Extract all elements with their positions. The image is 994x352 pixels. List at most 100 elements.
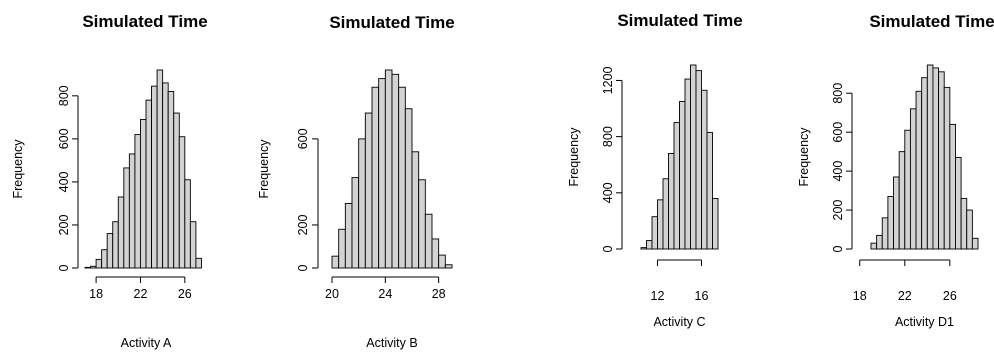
histogram-bar xyxy=(712,197,719,250)
histogram-bar xyxy=(156,69,164,269)
x-tick-label: 18 xyxy=(89,287,103,301)
histogram-bar xyxy=(646,240,653,250)
histogram-bar xyxy=(117,196,125,269)
x-tick-label: 18 xyxy=(853,289,867,303)
histogram-bar xyxy=(657,199,664,250)
histogram-bar xyxy=(424,213,433,269)
y-axis-label: Frequency xyxy=(11,139,25,199)
histogram-bar xyxy=(90,265,97,269)
histogram-bar xyxy=(921,77,928,250)
y-tick-label: 0 xyxy=(296,264,310,271)
histogram-bar xyxy=(189,221,197,269)
histogram-bar xyxy=(364,112,373,269)
x-tick-label: 12 xyxy=(651,289,665,303)
x-tick-label: 26 xyxy=(943,289,957,303)
y-tick-label: 600 xyxy=(831,122,845,143)
histogram-bar xyxy=(84,266,92,269)
histogram-bar xyxy=(351,177,360,269)
y-tick-label: 400 xyxy=(601,182,615,203)
histogram-bar xyxy=(184,179,191,269)
x-tick-label: 20 xyxy=(325,287,339,301)
y-axis-label: Frequency xyxy=(797,127,811,187)
histogram-bar xyxy=(651,216,658,250)
histogram-bar xyxy=(344,202,353,269)
histogram-bar xyxy=(358,138,366,269)
histogram-bar xyxy=(418,179,426,269)
histogram-panel-2: Simulated Time 20 24 28 0 200 600 Activity B Fre… xyxy=(257,13,455,350)
histogram-bar xyxy=(640,247,647,250)
x-axis-label: Activity C xyxy=(653,315,705,329)
histogram-bar xyxy=(943,86,951,250)
histogram-bar xyxy=(178,136,186,269)
histogram-bar xyxy=(145,99,153,269)
chart-title: Simulated Time xyxy=(869,12,994,31)
y-tick-label: 800 xyxy=(831,83,845,104)
histogram-bar xyxy=(384,69,393,269)
histogram-bar xyxy=(195,257,202,269)
y-axis-label: Frequency xyxy=(567,127,581,187)
histogram-bar xyxy=(331,255,340,269)
y-tick-label: 800 xyxy=(57,85,71,106)
histogram-bar xyxy=(679,101,686,250)
histogram-bar xyxy=(870,242,878,250)
y-tick-label: 200 xyxy=(296,214,310,235)
histogram-bar xyxy=(893,176,900,250)
histogram-bar xyxy=(128,153,136,269)
histogram-bar xyxy=(938,71,945,250)
x-tick-label: 26 xyxy=(178,287,192,301)
histogram-bar xyxy=(112,221,119,269)
histogram-bar xyxy=(139,119,147,269)
x-axis-label: Activity D1 xyxy=(895,315,954,329)
y-axis-label: Frequency xyxy=(257,139,271,199)
histogram-bar xyxy=(371,86,380,269)
histogram-bar xyxy=(123,167,130,269)
histogram-panel-4: Simulated Time 18 22 26 0 200 400 600 800 Activit… xyxy=(797,12,994,329)
histogram-bar xyxy=(706,131,713,250)
histogram-bar xyxy=(915,90,923,250)
y-tick-label: 0 xyxy=(601,245,615,252)
histogram-bar xyxy=(673,122,680,250)
histogram-bar xyxy=(134,134,141,269)
histogram-bar xyxy=(411,151,420,269)
histogram-bar xyxy=(904,129,911,250)
histogram-bar xyxy=(173,112,180,269)
histogram-bar xyxy=(971,237,979,250)
x-tick-label: 22 xyxy=(134,287,148,301)
histogram-bar xyxy=(404,108,413,269)
y-tick-label: 0 xyxy=(57,264,71,271)
histogram-bar xyxy=(926,64,934,250)
chart-title: Simulated Time xyxy=(617,11,742,30)
histogram-bar xyxy=(876,234,883,250)
chart-title: Simulated Time xyxy=(82,12,207,31)
x-tick-label: 28 xyxy=(432,287,446,301)
histogram-bar xyxy=(955,157,962,250)
x-axis-label: Activity B xyxy=(366,336,417,350)
x-tick-label: 16 xyxy=(695,289,709,303)
histogram-bar xyxy=(684,78,691,250)
histogram-panel-3: Simulated Time 12 16 0 400 800 1200 Activity C F… xyxy=(567,11,743,329)
histogram-bar xyxy=(701,89,708,250)
y-tick-label: 1200 xyxy=(601,67,615,95)
y-tick-label: 200 xyxy=(831,200,845,221)
histogram-bar xyxy=(695,70,702,250)
histogram-bar xyxy=(431,238,440,269)
histogram-bar xyxy=(167,91,175,269)
histogram-bar xyxy=(378,78,386,269)
histogram-bar xyxy=(338,228,346,269)
histogram-bar xyxy=(444,264,453,269)
histogram-bar xyxy=(898,151,906,250)
y-tick-label: 0 xyxy=(831,245,845,252)
histogram-bar xyxy=(690,64,697,250)
histogram-bar xyxy=(932,67,940,250)
histogram-bar xyxy=(398,86,406,269)
y-tick-label: 800 xyxy=(601,126,615,147)
x-tick-label: 22 xyxy=(898,289,912,303)
chart-title: Simulated Time xyxy=(329,13,454,32)
histogram-bar xyxy=(438,254,446,269)
histogram-bar xyxy=(960,197,968,250)
y-tick-label: 400 xyxy=(57,171,71,192)
y-tick-label: 400 xyxy=(831,161,845,182)
histogram-bar xyxy=(162,82,169,269)
histogram-bar xyxy=(966,209,973,250)
